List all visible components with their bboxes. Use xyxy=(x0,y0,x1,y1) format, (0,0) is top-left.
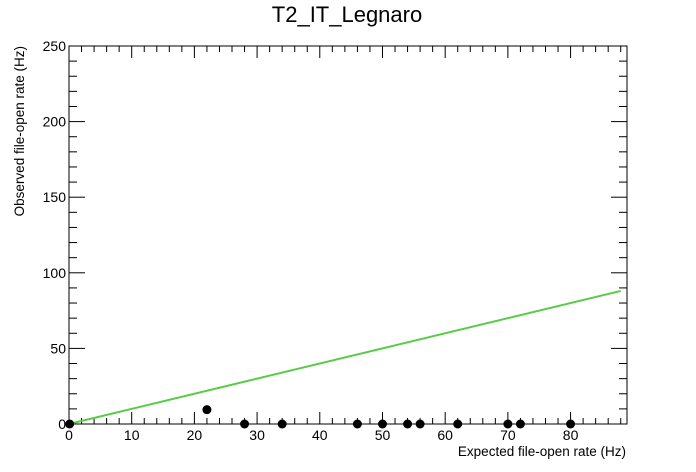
data-point xyxy=(377,419,387,429)
data-point xyxy=(503,419,513,429)
y-axis: 0 50 100 150 200 250 xyxy=(43,38,627,432)
data-point xyxy=(515,419,525,429)
plot-frame xyxy=(68,45,628,425)
data-point xyxy=(415,419,425,429)
y-tick-label: 250 xyxy=(43,38,67,54)
plot-area xyxy=(65,289,621,429)
y-tick-label: 150 xyxy=(43,189,67,205)
x-tick-label: 50 xyxy=(375,427,391,443)
y-tick-label: 200 xyxy=(43,114,67,130)
x-tick-label: 10 xyxy=(124,427,140,443)
data-point xyxy=(202,405,212,415)
y-tick-label: 100 xyxy=(43,265,67,281)
y-tick-label: 50 xyxy=(50,340,66,356)
data-point xyxy=(566,419,576,429)
reference-line xyxy=(68,289,621,425)
x-axis: 0 10 20 30 40 50 60 70 80 xyxy=(65,46,622,443)
x-tick-label: 70 xyxy=(500,427,516,443)
x-tick-label: 40 xyxy=(312,427,328,443)
chart-title: T2_IT_Legnaro xyxy=(272,2,422,27)
x-tick-label: 60 xyxy=(437,427,453,443)
x-tick-label: 20 xyxy=(187,427,203,443)
x-axis-label: Expected file-open rate (Hz) xyxy=(458,444,626,459)
data-point xyxy=(240,419,250,429)
data-point xyxy=(403,419,413,429)
x-tick-label: 30 xyxy=(249,427,265,443)
data-point xyxy=(453,419,463,429)
x-tick-label: 0 xyxy=(65,427,73,443)
data-point xyxy=(277,419,287,429)
data-point xyxy=(352,419,362,429)
x-tick-label: 80 xyxy=(563,427,579,443)
y-axis-label: Observed file-open rate (Hz) xyxy=(12,46,27,216)
y-tick-label: 0 xyxy=(58,416,66,432)
data-point xyxy=(65,419,75,429)
